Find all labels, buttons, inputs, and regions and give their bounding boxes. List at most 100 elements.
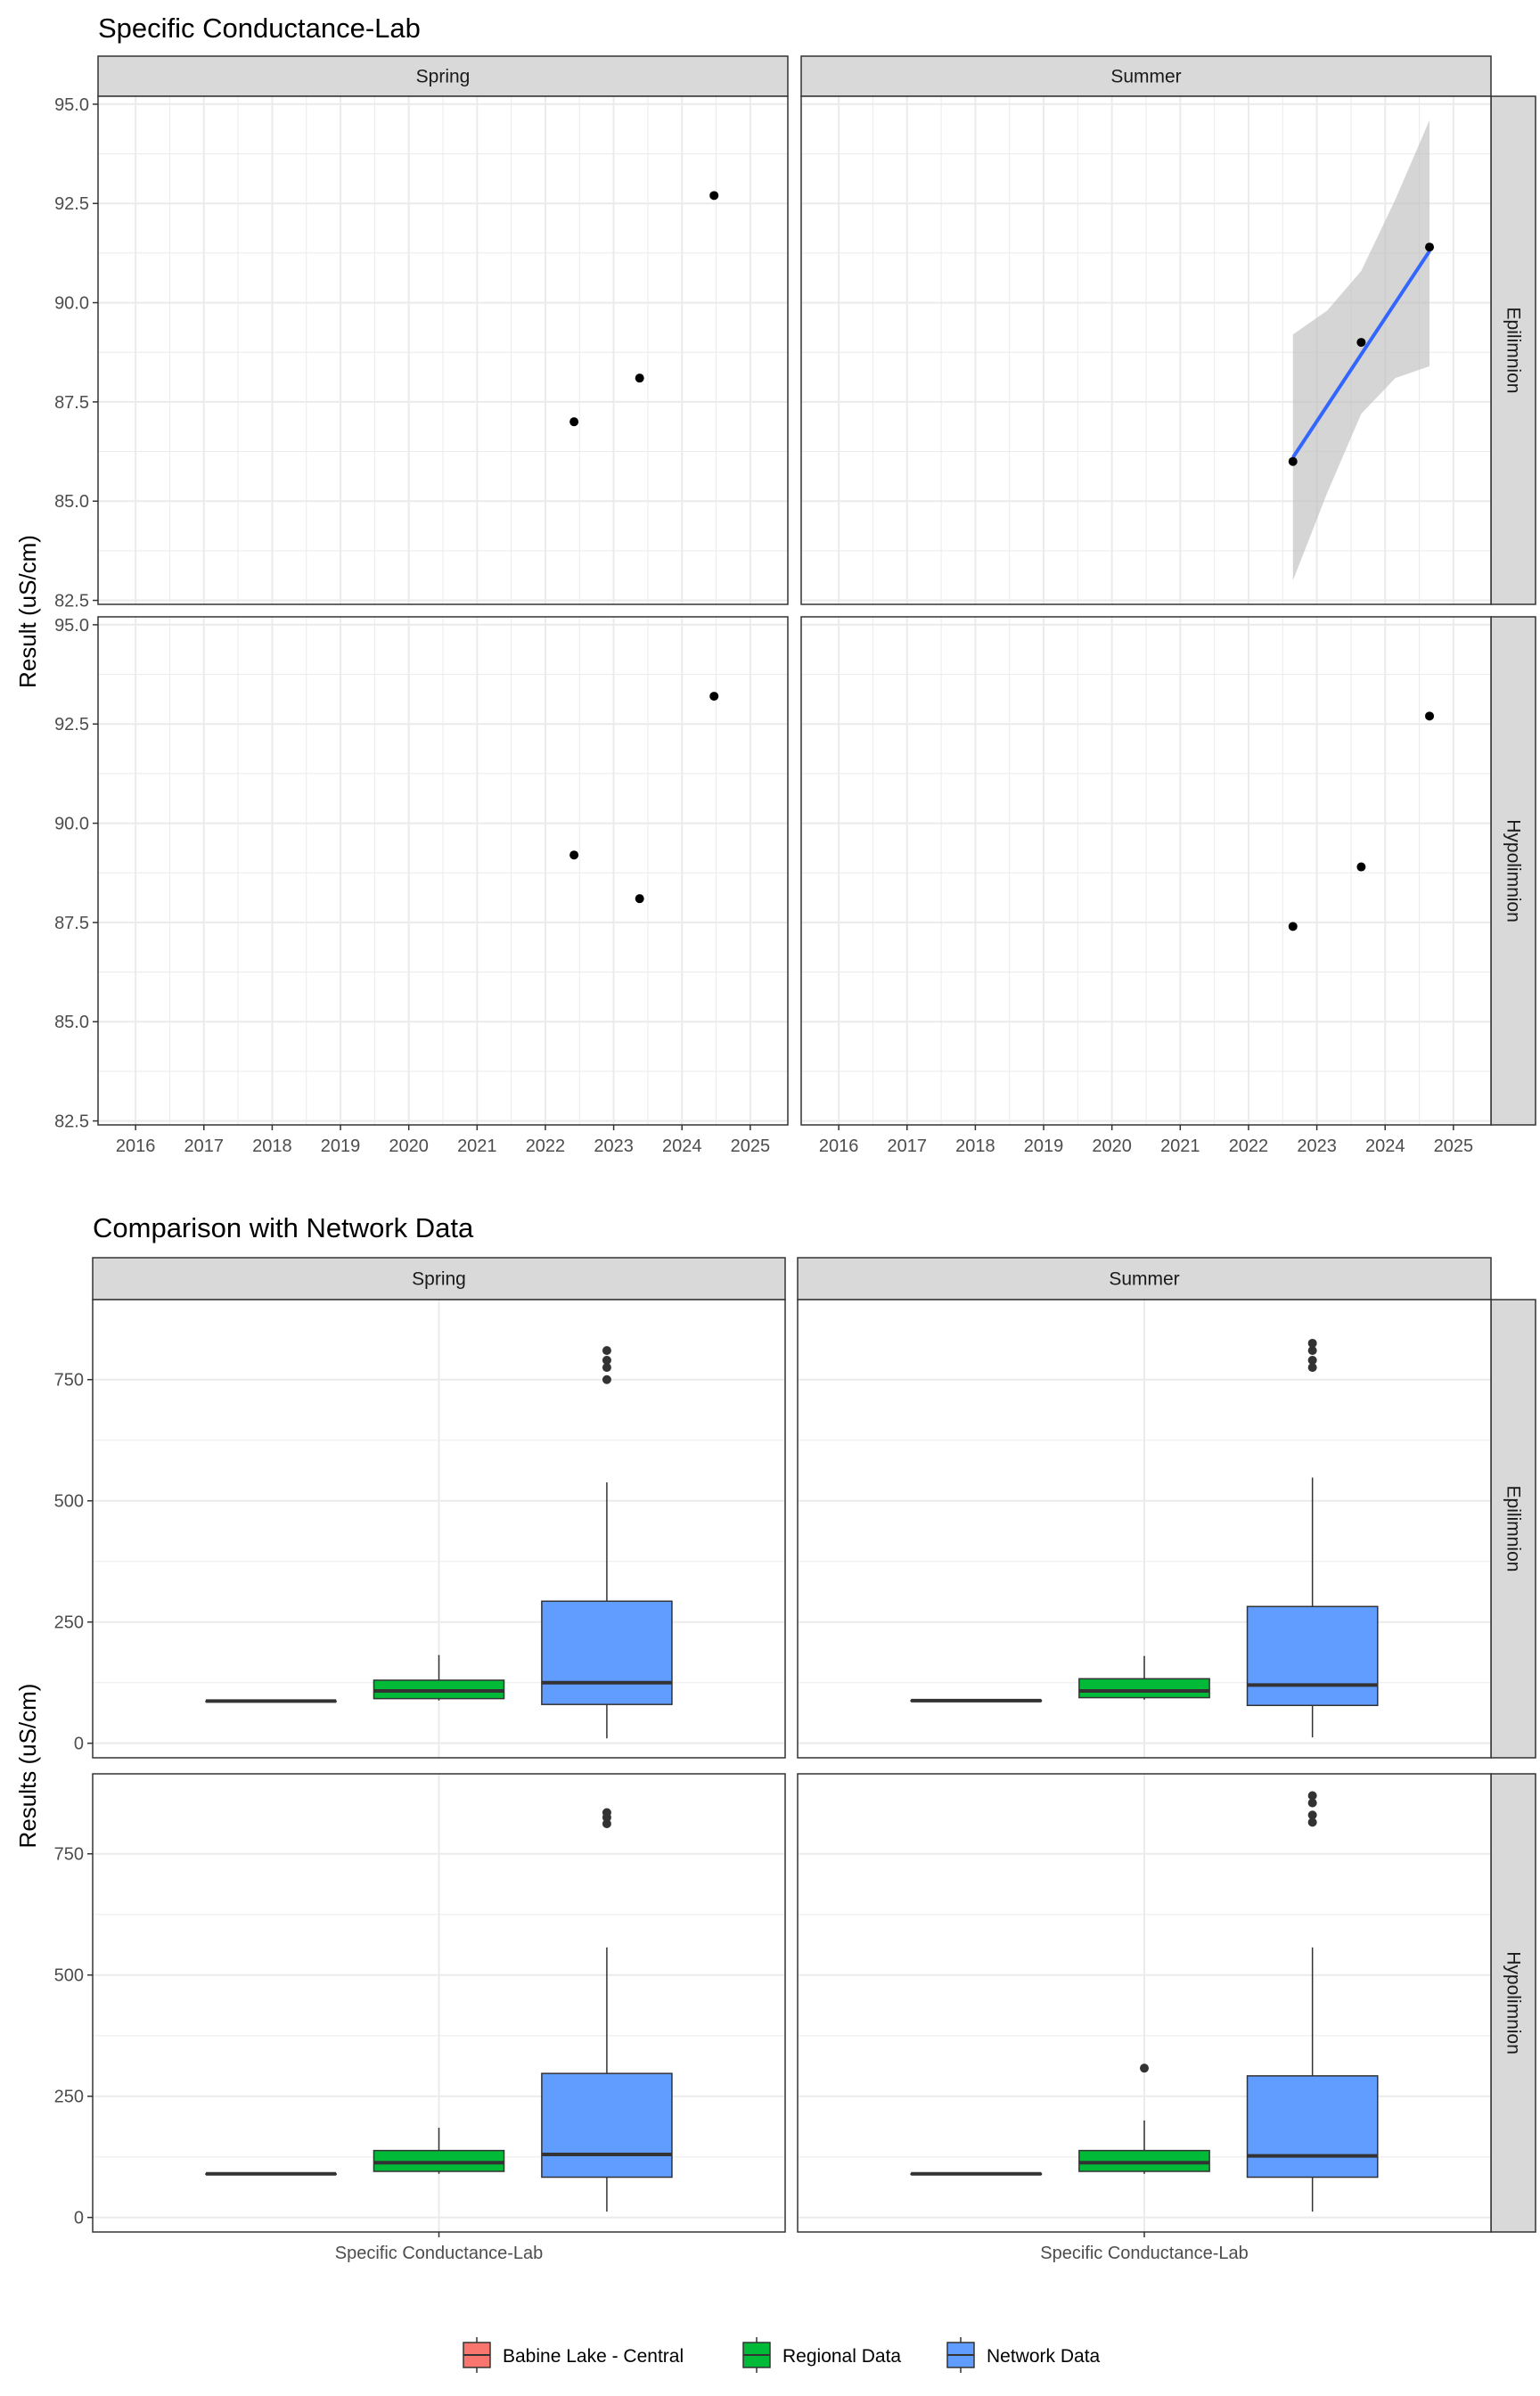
- y-tick-label: 85.0: [54, 1013, 89, 1032]
- facet-label-spring: Spring: [416, 67, 471, 87]
- y-axis-title: Result (uS/cm): [14, 535, 41, 688]
- legend-label: Regional Data: [782, 2346, 901, 2367]
- confidence-ribbon: [1292, 119, 1430, 581]
- y-tick-label: 90.0: [54, 815, 89, 834]
- legend-item-regional-data: Regional Data: [742, 2337, 901, 2373]
- outlier-point: [602, 1819, 611, 1829]
- box-network-data: [541, 1808, 673, 2212]
- x-tick-label: 2017: [184, 1136, 225, 1156]
- outlier-point: [602, 1363, 611, 1373]
- facet-label-epilimnion: Epilimnion: [1503, 308, 1524, 394]
- facet-label-epilimnion: Epilimnion: [1503, 1486, 1524, 1572]
- panel-spring-hypolimnion: [92, 1773, 786, 2233]
- panel-border: [800, 95, 1492, 605]
- outlier-point: [1307, 1355, 1317, 1365]
- facet-label-summer: Summer: [1109, 1269, 1179, 1290]
- legend-label: Babine Lake - Central: [503, 2346, 684, 2367]
- data-point: [709, 191, 719, 201]
- facet-strip-spring: [97, 55, 789, 97]
- y-tick-label: 82.5: [54, 592, 89, 611]
- y-tick-label: 85.0: [54, 492, 89, 512]
- facet-label-spring: Spring: [412, 1269, 466, 1290]
- panel-border: [797, 1299, 1492, 1759]
- x-tick-label: 2016: [819, 1136, 859, 1156]
- box-iqr: [1246, 1605, 1379, 1707]
- data-point: [1425, 242, 1435, 252]
- outlier-point: [1307, 1791, 1317, 1801]
- panel-summer-epilimnion: [800, 95, 1492, 605]
- panel-summer-hypolimnion: [800, 616, 1492, 1126]
- facet-label-summer: Summer: [1110, 67, 1181, 87]
- y-tick-label: 87.5: [54, 914, 89, 933]
- y-tick-label: 95.0: [54, 616, 89, 636]
- outlier-point: [602, 1808, 611, 1818]
- data-point: [1356, 338, 1366, 348]
- network-comparison-chart: Comparison with Network Data Results (uS/…: [14, 1212, 1536, 2373]
- x-tick-label: 2024: [1365, 1136, 1405, 1156]
- outlier-point: [1307, 1363, 1317, 1373]
- box-regional-data: [373, 2128, 505, 2174]
- x-tick-label: 2022: [1229, 1136, 1269, 1156]
- facet-label-hypolimnion: Hypolimnion: [1503, 1951, 1524, 2055]
- data-point: [1288, 922, 1298, 931]
- y-tick-label: 82.5: [54, 1112, 89, 1132]
- panel-border: [92, 1299, 786, 1759]
- x-tick-label: 2017: [888, 1136, 928, 1156]
- x-tick-label: 2020: [389, 1136, 429, 1156]
- x-tick-label: Specific Conductance-Lab: [1040, 2244, 1248, 2263]
- x-tick-label: 2021: [457, 1136, 497, 1156]
- data-point: [1425, 711, 1435, 721]
- y-tick-label: 750: [54, 1371, 84, 1391]
- box-regional-data: [1078, 2064, 1210, 2174]
- y-tick-label: 250: [54, 1613, 84, 1633]
- specific-conductance-chart: Specific Conductance-Lab Result (uS/cm) Sp…: [14, 12, 1536, 1156]
- x-tick-label: 2024: [662, 1136, 702, 1156]
- box-regional-data: [1078, 1655, 1210, 1700]
- x-tick-label: 2020: [1092, 1136, 1132, 1156]
- x-tick-label: 2019: [1024, 1136, 1064, 1156]
- x-tick-label: 2018: [252, 1136, 292, 1156]
- y-tick-label: 0: [74, 1735, 84, 1754]
- outlier-point: [602, 1346, 611, 1356]
- box-iqr: [1246, 2075, 1379, 2179]
- panel-summer-epilimnion: [797, 1299, 1492, 1759]
- x-tick-label: Specific Conductance-Lab: [335, 2244, 543, 2263]
- panel-spring-epilimnion: [92, 1299, 786, 1759]
- outlier-point: [602, 1355, 611, 1365]
- facet-strip-epilimnion: [1490, 1299, 1536, 1759]
- data-point: [709, 692, 719, 702]
- data-point: [1288, 456, 1298, 466]
- x-tick-label: 2019: [321, 1136, 361, 1156]
- y-tick-label: 92.5: [54, 715, 89, 734]
- box-network-data: [1246, 1338, 1379, 1738]
- legend: Babine Lake - Central Regional Data Networ…: [463, 2337, 1101, 2373]
- chart-title: Comparison with Network Data: [93, 1212, 474, 1243]
- box-regional-data: [373, 1654, 505, 1701]
- facet-strip-hypolimnion: [1490, 616, 1536, 1126]
- data-point: [635, 894, 644, 904]
- box-babine-lake-central: [205, 2171, 337, 2176]
- facet-strip-epilimnion: [1490, 95, 1536, 605]
- box-babine-lake-central: [205, 1699, 337, 1703]
- x-tick-label: 2023: [594, 1136, 634, 1156]
- x-tick-label: 2025: [1434, 1136, 1474, 1156]
- box-iqr: [541, 2072, 673, 2179]
- outlier-point: [1140, 2064, 1149, 2073]
- data-point: [569, 850, 579, 860]
- panel-border: [800, 616, 1492, 1126]
- y-tick-label: 250: [54, 2088, 84, 2107]
- box-iqr: [1078, 1678, 1210, 1699]
- data-point: [1356, 862, 1366, 872]
- y-tick-label: 92.5: [54, 194, 89, 214]
- x-tick-label: 2016: [116, 1136, 156, 1156]
- legend-label: Network Data: [987, 2346, 1101, 2367]
- box-babine-lake-central: [910, 1698, 1043, 1703]
- panel-summer-hypolimnion: [797, 1773, 1492, 2233]
- x-tick-label: 2021: [1160, 1136, 1200, 1156]
- legend-item-babine-lake-central: Babine Lake - Central: [463, 2337, 684, 2373]
- y-tick-label: 0: [74, 2209, 84, 2228]
- panel-border: [97, 95, 789, 605]
- y-tick-label: 500: [54, 1966, 84, 1986]
- outlier-point: [602, 1374, 611, 1384]
